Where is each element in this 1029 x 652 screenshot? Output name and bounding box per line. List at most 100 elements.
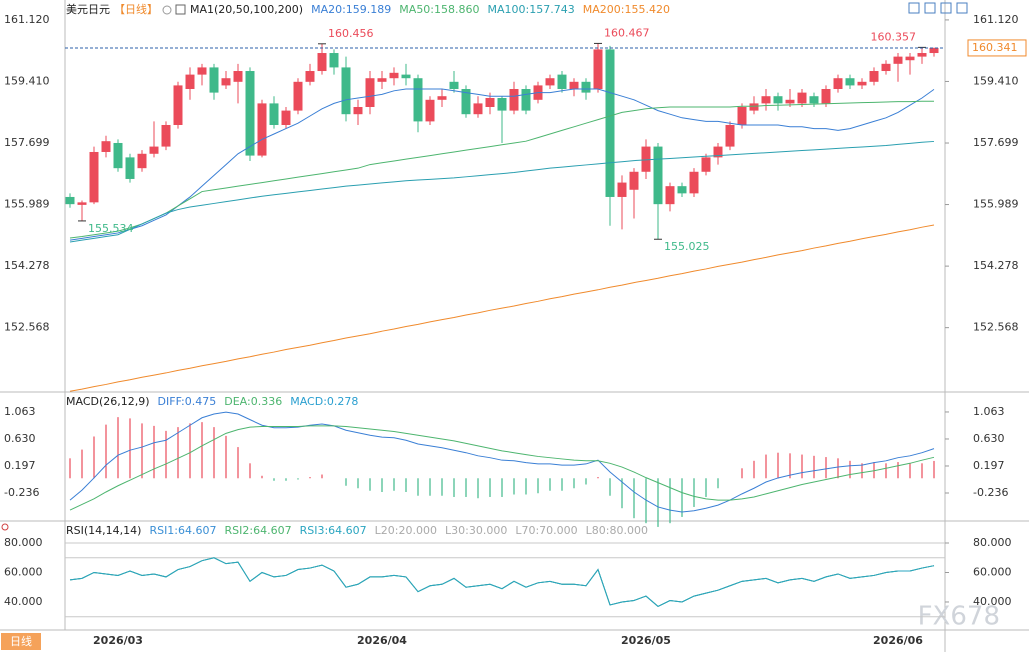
candle-body xyxy=(569,81,579,90)
candle-body xyxy=(725,124,735,147)
candle-body xyxy=(209,67,219,93)
y-tick-label: 157.699 xyxy=(973,136,1019,149)
candle-body xyxy=(821,89,831,104)
candle-body xyxy=(425,99,435,122)
y-tick-label: 1.063 xyxy=(973,405,1005,418)
icon[interactable] xyxy=(956,2,968,14)
candle-body xyxy=(629,171,639,190)
candle-body xyxy=(257,103,267,156)
candle-body xyxy=(377,78,387,82)
candle-body xyxy=(197,67,207,75)
period-button-label[interactable]: 日线 xyxy=(10,634,32,648)
candle-body xyxy=(77,202,87,205)
macd-line xyxy=(69,425,935,511)
legend-text: L20:20.000 xyxy=(375,524,437,537)
candle-body xyxy=(485,98,495,107)
candle-body xyxy=(497,98,507,111)
legend-text: MA100:157.743 xyxy=(488,3,575,16)
candle-body xyxy=(869,71,879,82)
header-icon xyxy=(175,4,186,15)
y-tick-label: 157.699 xyxy=(4,136,50,149)
legend-text: DIFF:0.475 xyxy=(158,395,217,408)
candle-body xyxy=(173,85,183,125)
candle-body xyxy=(473,103,483,115)
candle-body xyxy=(329,53,339,68)
candle-body xyxy=(833,78,843,90)
candle-body xyxy=(689,171,699,194)
candle-body xyxy=(665,186,675,205)
legend-text: RSI(14,14,14) xyxy=(66,524,141,537)
candle-body xyxy=(449,81,459,90)
candle-body xyxy=(749,103,759,111)
candle-body xyxy=(773,96,783,104)
candle-body xyxy=(137,153,147,169)
legend-text: RSI1:64.607 xyxy=(149,524,216,537)
period-button[interactable] xyxy=(1,633,41,650)
legend-text: 美元日元 xyxy=(66,3,110,16)
candle-body xyxy=(65,196,75,205)
candle-body xyxy=(353,107,363,115)
header-icon xyxy=(162,5,172,15)
candle-body xyxy=(761,96,771,104)
x-tick-label: 2026/03 xyxy=(93,634,143,647)
y-tick-label: 154.278 xyxy=(4,259,50,272)
candle-body xyxy=(809,96,819,104)
candle-body xyxy=(305,71,315,82)
candle-body xyxy=(341,67,351,115)
legend-text: MA20:159.189 xyxy=(311,3,391,16)
candle-body xyxy=(269,103,279,125)
y-tick-label: 161.120 xyxy=(973,13,1019,26)
candle-body xyxy=(317,53,327,72)
x-tick-label: 2026/04 xyxy=(357,634,407,647)
icon[interactable] xyxy=(940,2,952,14)
y-tick-label: 80.000 xyxy=(4,536,43,549)
y-tick-label: 40.000 xyxy=(973,595,1012,608)
high-annotation: 160.467 xyxy=(604,26,650,39)
high-annotation: 160.456 xyxy=(328,27,374,40)
candle-body xyxy=(521,89,531,111)
legend-text: L30:30.000 xyxy=(445,524,507,537)
candle-body xyxy=(605,49,615,197)
y-tick-label: 40.000 xyxy=(4,595,43,608)
y-tick-label: 60.000 xyxy=(4,565,43,578)
candle-body xyxy=(857,81,867,86)
candle-body xyxy=(593,49,603,90)
candle-body xyxy=(701,157,711,172)
candle-body xyxy=(509,89,519,111)
candle-body xyxy=(437,96,447,100)
candle-body xyxy=(185,74,195,90)
y-tick-label: 0.630 xyxy=(4,432,36,445)
last-price-label: 160.341 xyxy=(972,41,1018,54)
candle-body xyxy=(281,110,291,125)
ma-line xyxy=(69,88,935,241)
candle-body xyxy=(641,146,651,172)
candle-body xyxy=(125,157,135,179)
y-tick-label: 154.278 xyxy=(973,259,1019,272)
candle-body xyxy=(161,124,171,147)
y-tick-label: 80.000 xyxy=(973,536,1012,549)
y-tick-label: 161.120 xyxy=(4,13,50,26)
candle-body xyxy=(293,81,303,111)
candle-body xyxy=(545,78,555,86)
legend-text: RSI3:64.607 xyxy=(300,524,367,537)
ma-line xyxy=(69,140,935,243)
candle-body xyxy=(845,78,855,86)
icon[interactable] xyxy=(908,2,920,14)
legend-text: RSI2:64.607 xyxy=(225,524,292,537)
candle-body xyxy=(113,142,123,169)
candle-body xyxy=(929,47,939,54)
legend-text: MACD:0.278 xyxy=(290,395,358,408)
macd-line xyxy=(69,411,935,513)
y-tick-label: 155.989 xyxy=(973,198,1019,211)
candle-body xyxy=(461,89,471,115)
candle-body xyxy=(233,71,243,82)
candle-body xyxy=(713,146,723,158)
candle-body xyxy=(785,99,795,104)
candle-body xyxy=(797,92,807,104)
candle-body xyxy=(881,63,891,72)
settings-icon[interactable] xyxy=(1,523,9,531)
icon[interactable] xyxy=(924,2,936,14)
candle-body xyxy=(917,53,927,57)
y-tick-label: 155.989 xyxy=(4,198,50,211)
legend-text: MA50:158.860 xyxy=(399,3,479,16)
